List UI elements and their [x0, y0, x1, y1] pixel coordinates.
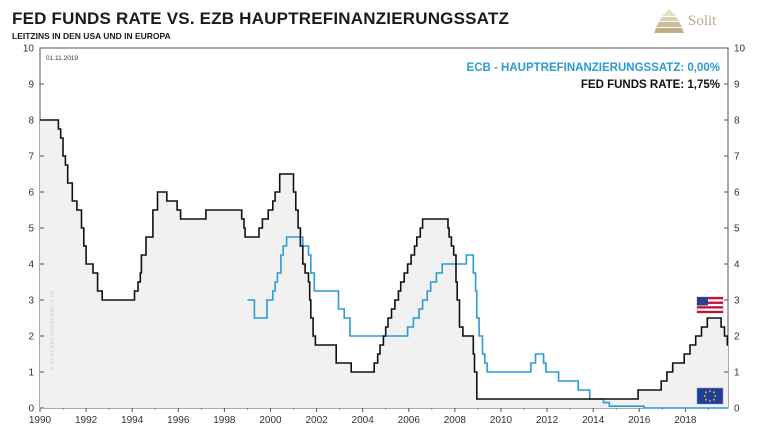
- y-tick-label-left: 6: [28, 188, 34, 199]
- y-tick-label-right: 4: [734, 260, 740, 271]
- legend-entry-ecb: ECB - HAUPTREFINANZIERUNGSSATZ: 0,00%: [467, 62, 720, 74]
- x-tick-label: 2008: [444, 415, 467, 426]
- legend-entry-fed: FED FUNDS RATE: 1,75%: [581, 79, 720, 91]
- x-tick-label: 2012: [536, 415, 559, 426]
- x-tick-label: 2000: [259, 415, 282, 426]
- date-label: 01.11.2019: [46, 55, 78, 62]
- y-tick-label-right: 9: [734, 80, 740, 91]
- y-tick-label-right: 7: [734, 152, 740, 163]
- y-tick-label-right: 2: [734, 332, 740, 343]
- y-tick-label-left: 7: [28, 152, 34, 163]
- solit-logo: Solit: [688, 13, 717, 29]
- y-tick-label-left: 10: [23, 44, 35, 55]
- eu-flag-icon: [696, 387, 724, 405]
- y-tick-label-left: 9: [28, 80, 34, 91]
- watermark: © BLACKBOXRESEARCH.DE: [49, 289, 56, 370]
- y-tick-label-left: 3: [28, 296, 34, 307]
- x-tick-label: 1994: [121, 415, 144, 426]
- y-tick-label-right: 8: [734, 116, 740, 127]
- page-subtitle: LEITZINS IN DEN USA UND IN EUROPA: [12, 31, 171, 41]
- x-tick-label: 1998: [213, 415, 236, 426]
- fed-area-fill: [40, 120, 728, 408]
- fed-series-line: [40, 119, 729, 400]
- x-tick-label: 1996: [167, 415, 190, 426]
- y-tick-label-right: 6: [734, 188, 740, 199]
- solit-pyramid-icon: [654, 9, 684, 33]
- x-tick-label: 2004: [352, 415, 375, 426]
- y-tick-label-left: 8: [28, 116, 34, 127]
- y-tick-label-left: 2: [28, 332, 34, 343]
- ecb-series-line: [247, 236, 728, 409]
- y-tick-label-right: 3: [734, 296, 740, 307]
- x-tick-label: 1990: [29, 415, 52, 426]
- x-tick-label: 2016: [628, 415, 651, 426]
- x-tick-label: 2014: [582, 415, 605, 426]
- y-tick-label-left: 1: [28, 368, 34, 379]
- x-tick-label: 2002: [305, 415, 328, 426]
- x-tick-label: 1992: [75, 415, 98, 426]
- y-tick-label-left: 0: [28, 404, 34, 415]
- x-tick-label: 2018: [674, 415, 697, 426]
- page-title: FED FUNDS RATE VS. EZB HAUPTREFINANZIERU…: [12, 9, 510, 28]
- y-tick-label-right: 10: [734, 44, 746, 55]
- us-flag-icon: [696, 296, 724, 314]
- y-tick-label-left: 4: [28, 260, 34, 271]
- y-tick-label-right: 1: [734, 368, 740, 379]
- x-tick-label: 2006: [398, 415, 421, 426]
- y-tick-label-right: 5: [734, 224, 740, 235]
- y-tick-label-left: 5: [28, 224, 34, 235]
- y-tick-label-right: 0: [734, 404, 740, 415]
- x-tick-label: 2010: [490, 415, 513, 426]
